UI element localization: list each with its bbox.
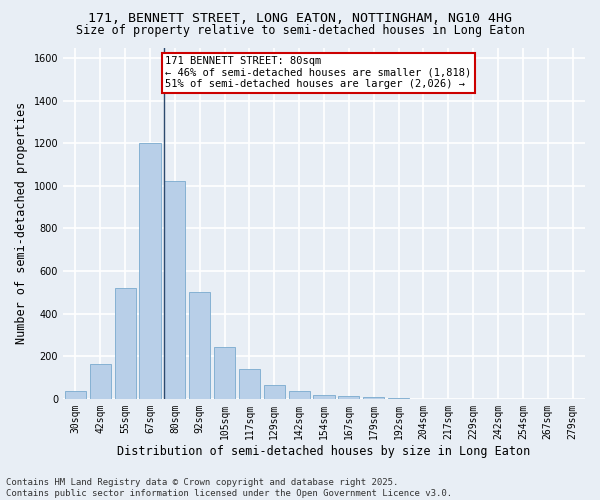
Bar xyxy=(139,144,161,399)
Bar xyxy=(239,369,260,399)
Text: Contains HM Land Registry data © Crown copyright and database right 2025.
Contai: Contains HM Land Registry data © Crown c… xyxy=(6,478,452,498)
Text: 171 BENNETT STREET: 80sqm
← 46% of semi-detached houses are smaller (1,818)
51% : 171 BENNETT STREET: 80sqm ← 46% of semi-… xyxy=(166,56,472,90)
Bar xyxy=(338,396,359,399)
Bar xyxy=(65,392,86,399)
Bar xyxy=(363,397,384,399)
Bar xyxy=(289,392,310,399)
Text: Size of property relative to semi-detached houses in Long Eaton: Size of property relative to semi-detach… xyxy=(76,24,524,37)
Bar xyxy=(214,346,235,399)
Bar xyxy=(164,180,185,399)
Bar xyxy=(115,288,136,399)
Bar xyxy=(90,364,111,399)
Y-axis label: Number of semi-detached properties: Number of semi-detached properties xyxy=(15,102,28,344)
Bar xyxy=(264,385,285,399)
Text: 171, BENNETT STREET, LONG EATON, NOTTINGHAM, NG10 4HG: 171, BENNETT STREET, LONG EATON, NOTTING… xyxy=(88,12,512,26)
Bar xyxy=(189,292,211,399)
Bar xyxy=(313,394,335,399)
X-axis label: Distribution of semi-detached houses by size in Long Eaton: Distribution of semi-detached houses by … xyxy=(118,444,530,458)
